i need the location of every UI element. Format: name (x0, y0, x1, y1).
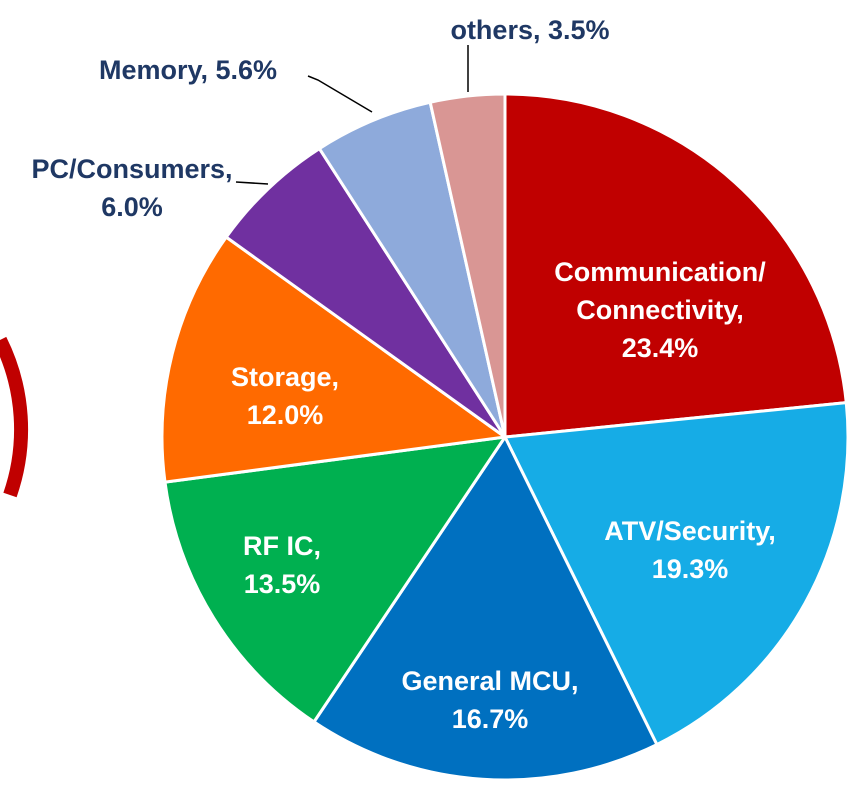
value-label: 16.7% (451, 704, 529, 734)
slice-label: Memory, 5.6% (99, 51, 277, 89)
category-label: Memory, (98, 55, 208, 85)
category-label: PC/Consumers, (31, 154, 233, 184)
pie-slice (503, 92, 848, 439)
category-label: Storage, (230, 362, 340, 392)
category-label: General MCU, (401, 666, 579, 696)
category-label: RF IC, (243, 531, 321, 561)
pie-slice (428, 92, 507, 439)
slice-label: PC/Consumers, 6.0% (31, 150, 232, 226)
partial-pie-edge (0, 336, 29, 498)
slice-label: ATV/Security, 19.3% (604, 512, 776, 588)
value-label: 6.0% (101, 192, 163, 222)
slice-label: General MCU, 16.7% (401, 662, 578, 738)
value-label: 12.0% (246, 400, 324, 430)
pie-slice (503, 401, 849, 747)
slice-label: Communication/ Connectivity, 23.4% (525, 253, 795, 367)
pie-slice (224, 147, 507, 439)
pie-slice (163, 435, 507, 724)
slice-label: Storage, 12.0% (231, 358, 339, 434)
category-label: Communication/ Connectivity, (554, 257, 766, 325)
slice-label: RF IC, 13.5% (243, 527, 321, 603)
slice-label: others, 3.5% (450, 11, 609, 49)
category-label: others, (450, 15, 541, 45)
pie-slice (312, 435, 659, 782)
value-label: 3.5% (548, 15, 610, 45)
category-label: ATV/Security, (604, 516, 776, 546)
leader-line (235, 181, 269, 185)
pie-slice (160, 235, 507, 484)
leader-line (307, 75, 373, 113)
value-label: 23.4% (621, 333, 699, 363)
value-label: 13.5% (243, 569, 321, 599)
value-label: 19.3% (651, 554, 729, 584)
value-label: 5.6% (215, 55, 278, 85)
